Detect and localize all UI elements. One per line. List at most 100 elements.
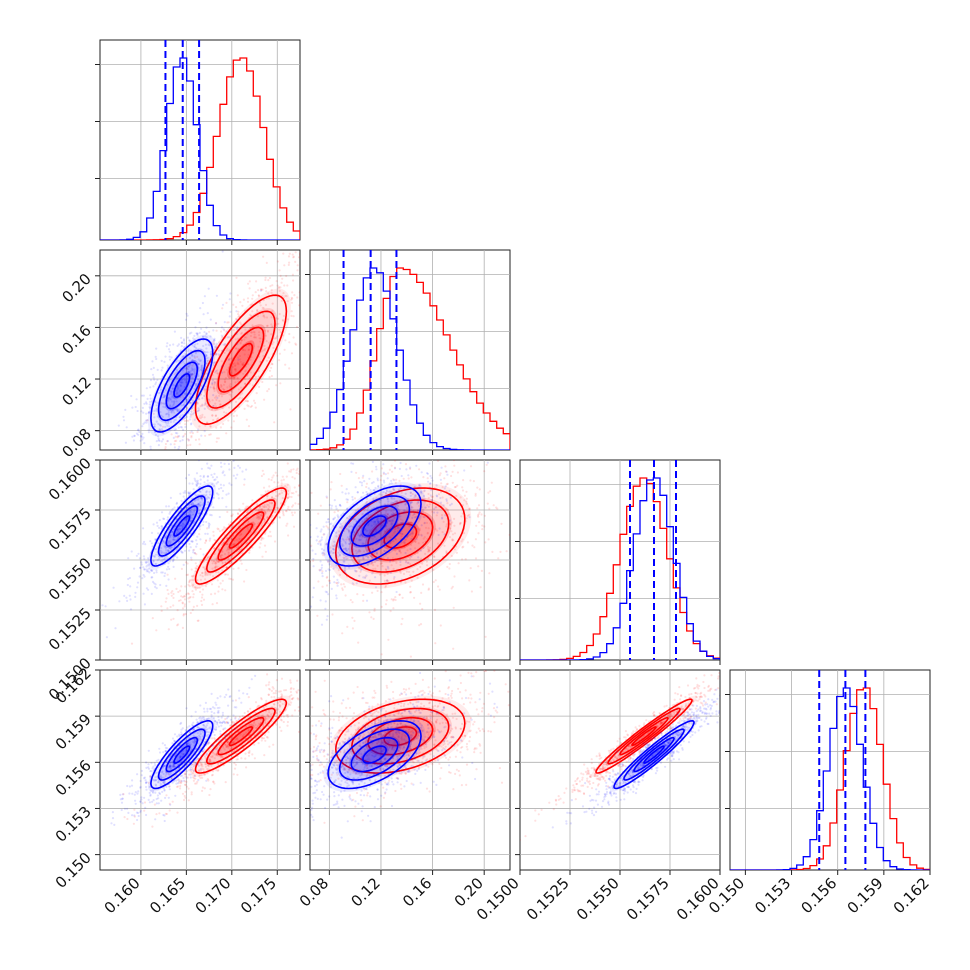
sample-point xyxy=(155,347,158,350)
sample-point xyxy=(221,554,224,557)
sample-point xyxy=(245,568,248,572)
sample-point xyxy=(205,332,208,335)
sample-point xyxy=(303,260,305,262)
sample-point xyxy=(218,394,221,397)
sample-point xyxy=(278,516,281,519)
sample-point xyxy=(214,405,218,408)
panel-1-0: 0.080.120.160.20 xyxy=(58,249,305,461)
sample-point xyxy=(362,593,365,597)
sample-point xyxy=(194,567,197,570)
sample-point xyxy=(441,456,443,458)
sample-point xyxy=(181,596,184,599)
sample-point xyxy=(143,575,146,578)
sample-point xyxy=(189,380,192,383)
sample-point xyxy=(222,528,225,531)
sample-point xyxy=(187,350,190,353)
sample-point xyxy=(176,436,179,439)
sample-point xyxy=(259,516,262,519)
sample-point xyxy=(179,784,182,788)
sample-point xyxy=(200,366,203,369)
sample-point xyxy=(182,403,186,406)
sample-point xyxy=(245,336,248,339)
sample-point xyxy=(461,486,464,489)
sample-point xyxy=(221,569,224,572)
sample-point xyxy=(299,252,300,255)
sample-point xyxy=(219,403,222,406)
sample-point xyxy=(307,556,309,558)
sample-point xyxy=(492,504,495,507)
sample-point xyxy=(180,404,183,407)
sample-point xyxy=(271,309,274,313)
sample-point xyxy=(158,428,161,431)
sample-point xyxy=(374,586,378,589)
sample-point xyxy=(261,555,264,558)
sample-point xyxy=(130,394,133,398)
sample-point xyxy=(150,542,153,545)
sample-point xyxy=(177,386,180,389)
sample-point xyxy=(237,388,240,391)
sample-point xyxy=(214,402,217,405)
sample-point xyxy=(176,432,179,435)
sample-point xyxy=(128,594,131,597)
sample-point xyxy=(187,439,190,442)
sample-point xyxy=(200,467,203,470)
sample-point xyxy=(270,478,273,482)
sample-point xyxy=(306,612,308,614)
sample-point xyxy=(246,297,250,300)
sample-point xyxy=(257,375,260,378)
sample-point xyxy=(175,371,178,374)
sample-point xyxy=(235,318,239,321)
sample-point xyxy=(145,570,148,573)
sample-point xyxy=(438,588,441,591)
sample-point xyxy=(182,355,185,358)
sample-point xyxy=(213,387,217,390)
sample-point xyxy=(285,475,288,478)
sample-point xyxy=(170,410,173,413)
sample-point xyxy=(156,524,159,527)
sample-point xyxy=(192,605,195,608)
sample-point xyxy=(186,562,189,565)
sample-point xyxy=(237,567,240,570)
sample-point xyxy=(196,355,199,358)
sample-point xyxy=(213,547,216,550)
sample-point xyxy=(289,408,292,411)
sample-point xyxy=(517,473,519,475)
sample-point xyxy=(157,444,160,447)
sample-point xyxy=(353,619,356,622)
sample-point xyxy=(190,434,193,438)
sample-point xyxy=(145,412,148,415)
sample-point xyxy=(302,701,304,703)
sample-point xyxy=(271,343,274,346)
sample-point xyxy=(294,260,297,263)
sample-point xyxy=(292,468,295,471)
sample-point xyxy=(327,528,330,531)
sample-point xyxy=(215,398,218,401)
sample-point xyxy=(213,381,216,384)
contour-red xyxy=(228,342,254,377)
sample-point xyxy=(237,329,240,332)
sample-point xyxy=(214,345,217,348)
sample-point xyxy=(266,673,269,676)
sample-point xyxy=(199,414,202,417)
sample-point xyxy=(265,261,268,264)
sample-point xyxy=(237,457,239,459)
sample-point xyxy=(201,335,205,338)
sample-point xyxy=(306,502,308,504)
sample-point xyxy=(267,683,270,686)
sample-point xyxy=(226,336,229,339)
sample-point xyxy=(169,496,172,499)
sample-point xyxy=(221,489,225,493)
sample-point xyxy=(212,387,215,390)
sample-point xyxy=(248,551,251,554)
sample-point xyxy=(149,540,152,543)
sample-point xyxy=(202,313,205,316)
sample-point xyxy=(175,360,178,363)
sample-point xyxy=(283,489,286,493)
sample-point xyxy=(155,404,158,407)
sample-point xyxy=(240,562,243,565)
sample-point xyxy=(191,354,194,358)
sample-point xyxy=(190,556,193,559)
sample-point xyxy=(183,605,186,608)
sample-point xyxy=(190,373,193,376)
sample-point xyxy=(149,445,152,448)
